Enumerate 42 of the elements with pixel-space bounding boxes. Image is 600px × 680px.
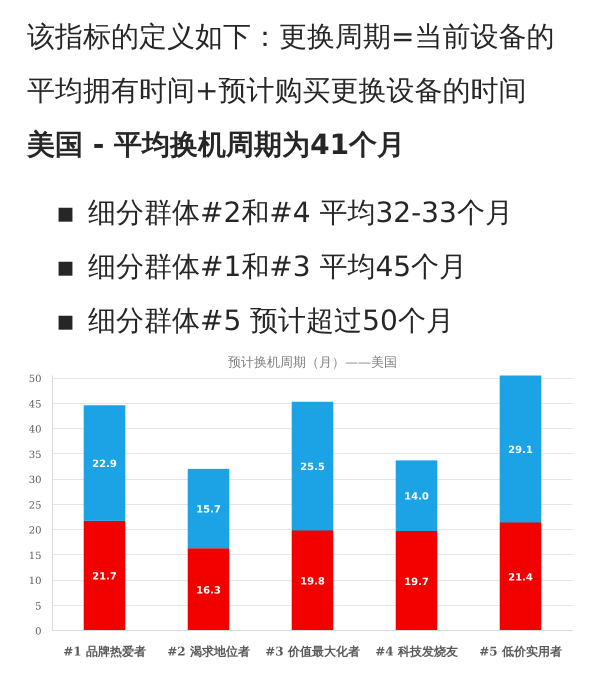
y-tick-label: 35 (28, 450, 42, 461)
y-tick-label: 10 (28, 576, 42, 588)
data-label: 15.7 (196, 504, 221, 516)
data-label: 14.0 (404, 492, 429, 503)
bar (292, 402, 334, 531)
y-tick-label: 50 (28, 374, 42, 386)
y-tick-label: 25 (28, 500, 42, 512)
bar (500, 522, 542, 630)
data-label: 29.1 (508, 444, 533, 456)
data-label: 25.5 (300, 462, 325, 474)
bar (84, 405, 126, 521)
data-label: 16.3 (196, 585, 221, 596)
data-label: 22.9 (92, 459, 117, 470)
chart-title: 预计换机周期（月）——美国 (228, 354, 397, 370)
y-tick-label: 30 (28, 475, 42, 486)
text: 美国 - 平均换机周期为41个月 (27, 127, 406, 163)
x-tick-label: #3 价值最大化者 (265, 644, 360, 658)
data-label: 19.8 (300, 576, 325, 588)
data-label: 21.4 (508, 572, 533, 584)
bar (396, 531, 438, 630)
text: 该指标的定义如下：更换周期=当前设备的平均拥有时间+预计购买更换设备的时间 (27, 19, 556, 109)
bar (396, 460, 438, 532)
x-tick-label: #5 低价实用者 (479, 644, 562, 658)
y-tick-label: 45 (28, 399, 42, 410)
text: ▪ 细分群体#1和#3 平均45个月 (56, 249, 468, 285)
x-tick-label: #1 品牌热爱者 (63, 644, 146, 658)
data-label: 19.7 (404, 576, 429, 588)
y-tick-label: 20 (28, 526, 42, 537)
text: ▪ 细分群体#5 预计超过50个月 (56, 303, 454, 339)
y-tick-label: 0 (35, 626, 42, 638)
y-tick-label: 5 (35, 601, 42, 612)
y-tick-label: 15 (28, 550, 42, 562)
bar (188, 548, 230, 630)
text: ▪ 细分群体#2和#4 平均32-33个月 (56, 195, 513, 231)
x-tick-label: #2 渴求地位者 (167, 644, 250, 658)
data-label: 21.7 (92, 572, 117, 583)
bar (84, 520, 126, 630)
x-tick-label: #4 科技发烧友 (375, 644, 458, 658)
bar (500, 376, 542, 522)
y-tick-label: 40 (28, 424, 42, 436)
bar (188, 468, 230, 548)
bar (292, 530, 334, 630)
